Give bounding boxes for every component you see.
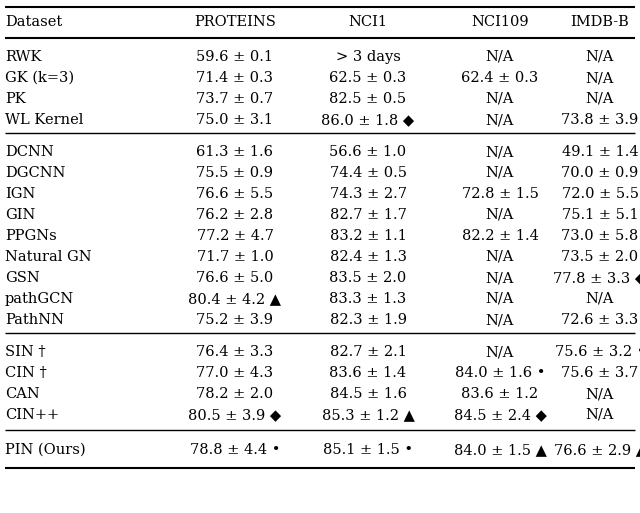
Text: 75.1 ± 5.1: 75.1 ± 5.1: [562, 208, 638, 222]
Text: 73.8 ± 3.9: 73.8 ± 3.9: [561, 113, 639, 127]
Text: GK (k=3): GK (k=3): [5, 71, 74, 85]
Text: 62.4 ± 0.3: 62.4 ± 0.3: [461, 71, 539, 85]
Text: Dataset: Dataset: [5, 15, 62, 29]
Text: N/A: N/A: [586, 408, 614, 422]
Text: PathNN: PathNN: [5, 313, 64, 327]
Text: 73.0 ± 5.8: 73.0 ± 5.8: [561, 229, 639, 243]
Text: 56.6 ± 1.0: 56.6 ± 1.0: [330, 145, 406, 159]
Text: 70.0 ± 0.9: 70.0 ± 0.9: [561, 166, 639, 180]
Text: 75.5 ± 0.9: 75.5 ± 0.9: [196, 166, 273, 180]
Text: RWK: RWK: [5, 50, 42, 64]
Text: WL Kernel: WL Kernel: [5, 113, 83, 127]
Text: N/A: N/A: [486, 250, 514, 264]
Text: 80.5 ± 3.9 ◆: 80.5 ± 3.9 ◆: [188, 408, 282, 422]
Text: N/A: N/A: [486, 313, 514, 327]
Text: 78.8 ± 4.4 •: 78.8 ± 4.4 •: [189, 443, 280, 457]
Text: 72.0 ± 5.5: 72.0 ± 5.5: [561, 187, 639, 201]
Text: 83.5 ± 2.0: 83.5 ± 2.0: [330, 271, 406, 285]
Text: 83.6 ± 1.2: 83.6 ± 1.2: [461, 387, 539, 401]
Text: N/A: N/A: [486, 292, 514, 306]
Text: Natural GN: Natural GN: [5, 250, 92, 264]
Text: N/A: N/A: [586, 387, 614, 401]
Text: 71.4 ± 0.3: 71.4 ± 0.3: [196, 71, 273, 85]
Text: N/A: N/A: [486, 271, 514, 285]
Text: N/A: N/A: [486, 166, 514, 180]
Text: 77.2 ± 4.7: 77.2 ± 4.7: [196, 229, 273, 243]
Text: 71.7 ± 1.0: 71.7 ± 1.0: [196, 250, 273, 264]
Text: pathGCN: pathGCN: [5, 292, 74, 306]
Text: 84.0 ± 1.5 ▲: 84.0 ± 1.5 ▲: [454, 443, 547, 457]
Text: N/A: N/A: [586, 50, 614, 64]
Text: 76.4 ± 3.3: 76.4 ± 3.3: [196, 345, 274, 359]
Text: 85.1 ± 1.5 •: 85.1 ± 1.5 •: [323, 443, 413, 457]
Text: N/A: N/A: [486, 145, 514, 159]
Text: N/A: N/A: [486, 113, 514, 127]
Text: 77.0 ± 4.3: 77.0 ± 4.3: [196, 366, 273, 380]
Text: 84.0 ± 1.6 •: 84.0 ± 1.6 •: [455, 366, 545, 380]
Text: 72.8 ± 1.5: 72.8 ± 1.5: [461, 187, 538, 201]
Text: 82.4 ± 1.3: 82.4 ± 1.3: [330, 250, 406, 264]
Text: GSN: GSN: [5, 271, 40, 285]
Text: 75.0 ± 3.1: 75.0 ± 3.1: [196, 113, 273, 127]
Text: N/A: N/A: [586, 292, 614, 306]
Text: SIN †: SIN †: [5, 345, 45, 359]
Text: N/A: N/A: [486, 345, 514, 359]
Text: 61.3 ± 1.6: 61.3 ± 1.6: [196, 145, 273, 159]
Text: 83.2 ± 1.1: 83.2 ± 1.1: [330, 229, 406, 243]
Text: PIN (Ours): PIN (Ours): [5, 443, 86, 457]
Text: 80.4 ± 4.2 ▲: 80.4 ± 4.2 ▲: [189, 292, 282, 306]
Text: 59.6 ± 0.1: 59.6 ± 0.1: [196, 50, 273, 64]
Text: NCI109: NCI109: [471, 15, 529, 29]
Text: 82.3 ± 1.9: 82.3 ± 1.9: [330, 313, 406, 327]
Text: GIN: GIN: [5, 208, 35, 222]
Text: CIN++: CIN++: [5, 408, 59, 422]
Text: N/A: N/A: [586, 71, 614, 85]
Text: 75.6 ± 3.7: 75.6 ± 3.7: [561, 366, 639, 380]
Text: 73.5 ± 2.0: 73.5 ± 2.0: [561, 250, 639, 264]
Text: 82.7 ± 2.1: 82.7 ± 2.1: [330, 345, 406, 359]
Text: 73.7 ± 0.7: 73.7 ± 0.7: [196, 92, 273, 106]
Text: N/A: N/A: [486, 208, 514, 222]
Text: 75.2 ± 3.9: 75.2 ± 3.9: [196, 313, 273, 327]
Text: 49.1 ± 1.4: 49.1 ± 1.4: [562, 145, 638, 159]
Text: PROTEINS: PROTEINS: [194, 15, 276, 29]
Text: 83.6 ± 1.4: 83.6 ± 1.4: [330, 366, 406, 380]
Text: 82.2 ± 1.4: 82.2 ± 1.4: [461, 229, 538, 243]
Text: N/A: N/A: [586, 92, 614, 106]
Text: DCNN: DCNN: [5, 145, 54, 159]
Text: NCI1: NCI1: [349, 15, 387, 29]
Text: 76.6 ± 5.0: 76.6 ± 5.0: [196, 271, 274, 285]
Text: DGCNN: DGCNN: [5, 166, 65, 180]
Text: 76.2 ± 2.8: 76.2 ± 2.8: [196, 208, 273, 222]
Text: 84.5 ± 1.6: 84.5 ± 1.6: [330, 387, 406, 401]
Text: 82.7 ± 1.7: 82.7 ± 1.7: [330, 208, 406, 222]
Text: 74.4 ± 0.5: 74.4 ± 0.5: [330, 166, 406, 180]
Text: IGN: IGN: [5, 187, 35, 201]
Text: > 3 days: > 3 days: [335, 50, 401, 64]
Text: IMDB-B: IMDB-B: [571, 15, 629, 29]
Text: 74.3 ± 2.7: 74.3 ± 2.7: [330, 187, 406, 201]
Text: CAN: CAN: [5, 387, 40, 401]
Text: 83.3 ± 1.3: 83.3 ± 1.3: [330, 292, 406, 306]
Text: 82.5 ± 0.5: 82.5 ± 0.5: [330, 92, 406, 106]
Text: 85.3 ± 1.2 ▲: 85.3 ± 1.2 ▲: [321, 408, 415, 422]
Text: CIN †: CIN †: [5, 366, 47, 380]
Text: 78.2 ± 2.0: 78.2 ± 2.0: [196, 387, 273, 401]
Text: 77.8 ± 3.3 ◆: 77.8 ± 3.3 ◆: [554, 271, 640, 285]
Text: 62.5 ± 0.3: 62.5 ± 0.3: [330, 71, 406, 85]
Text: 86.0 ± 1.8 ◆: 86.0 ± 1.8 ◆: [321, 113, 415, 127]
Text: 84.5 ± 2.4 ◆: 84.5 ± 2.4 ◆: [454, 408, 547, 422]
Text: N/A: N/A: [486, 50, 514, 64]
Text: PPGNs: PPGNs: [5, 229, 57, 243]
Text: 75.6 ± 3.2 •: 75.6 ± 3.2 •: [555, 345, 640, 359]
Text: 72.6 ± 3.3: 72.6 ± 3.3: [561, 313, 639, 327]
Text: N/A: N/A: [486, 92, 514, 106]
Text: 76.6 ± 5.5: 76.6 ± 5.5: [196, 187, 273, 201]
Text: 76.6 ± 2.9 ▲: 76.6 ± 2.9 ▲: [554, 443, 640, 457]
Text: PK: PK: [5, 92, 26, 106]
